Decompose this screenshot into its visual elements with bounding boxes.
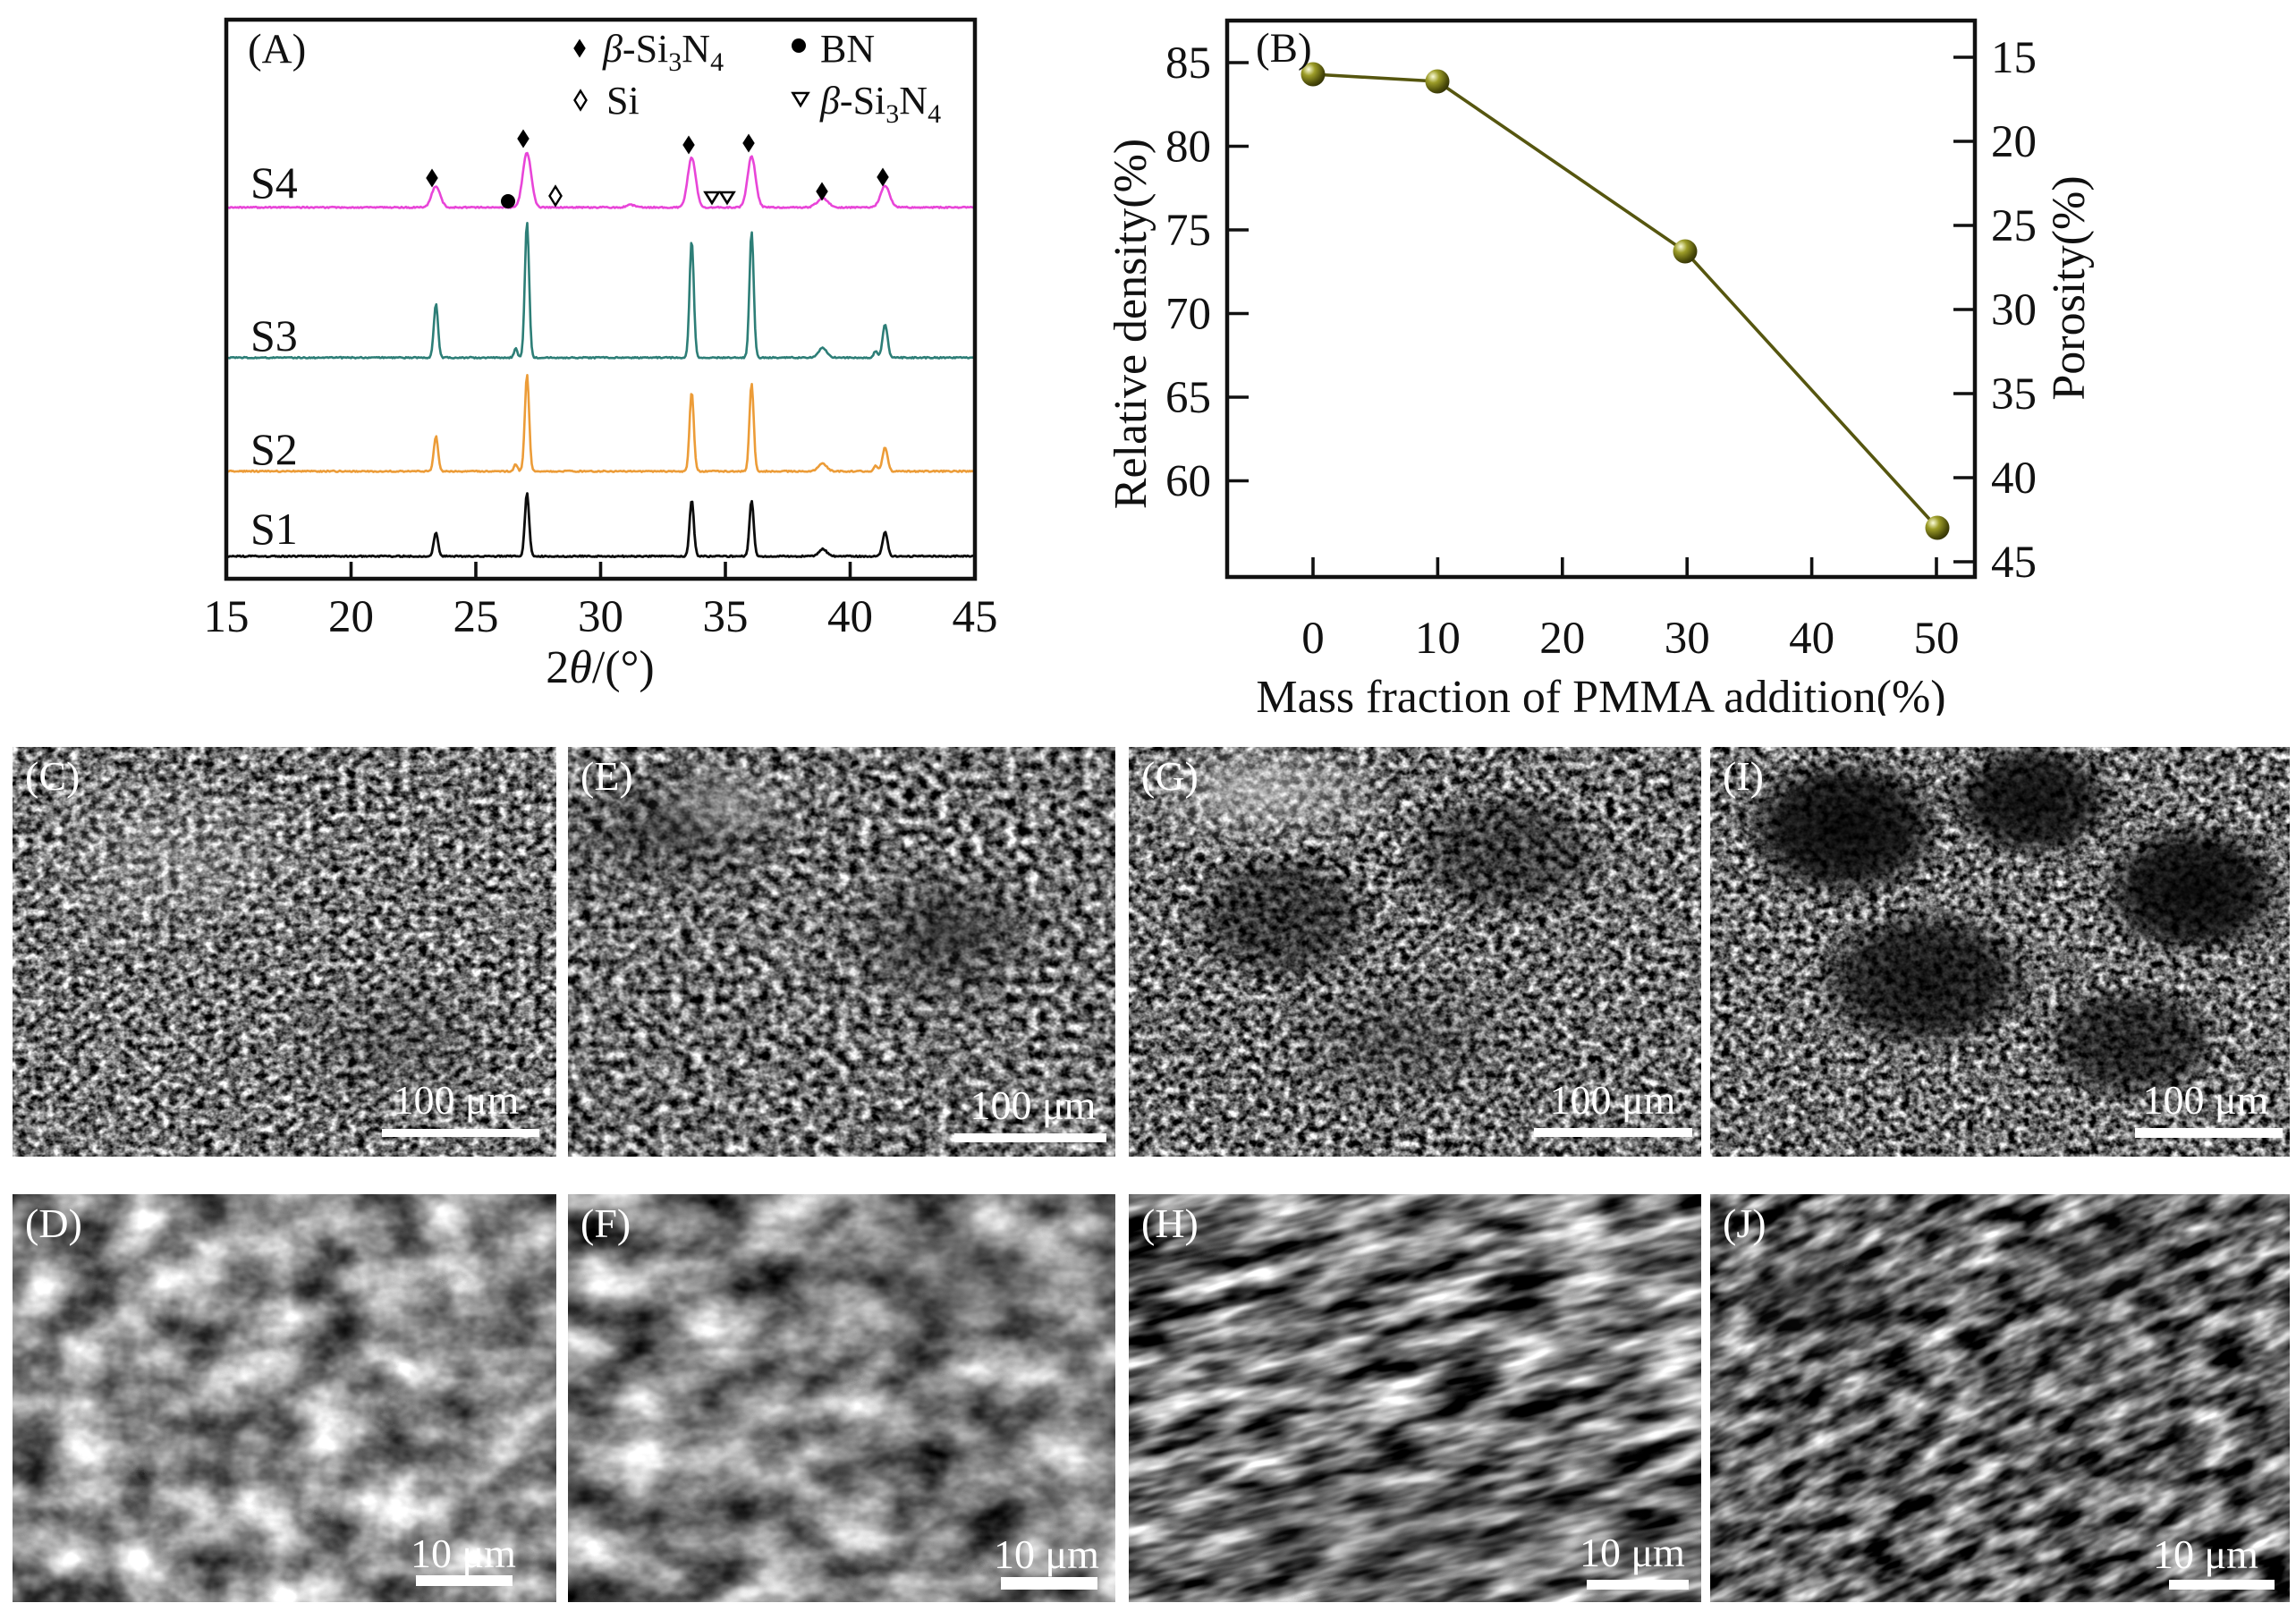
svg-text:100 μm: 100 μm (1550, 1077, 1676, 1123)
svg-text:(H): (H) (1141, 1200, 1199, 1246)
svg-text:40: 40 (1991, 454, 2037, 504)
svg-text:2θ/(°): 2θ/(°) (546, 642, 654, 693)
svg-text:0: 0 (1301, 614, 1325, 664)
svg-text:10 μm: 10 μm (1580, 1530, 1685, 1575)
svg-text:β-Si3N4: β-Si3N4 (602, 27, 724, 77)
svg-text:35: 35 (703, 592, 749, 642)
svg-text:(C): (C) (25, 753, 80, 799)
svg-text:35: 35 (1991, 369, 2037, 420)
svg-text:100 μm: 100 μm (2143, 1077, 2269, 1123)
svg-text:Porosity(%): Porosity(%) (2044, 175, 2095, 400)
svg-text:15: 15 (204, 592, 250, 642)
svg-text:65: 65 (1165, 373, 1211, 423)
svg-text:30: 30 (1991, 285, 2037, 335)
svg-text:85: 85 (1165, 38, 1211, 89)
svg-text:15: 15 (1991, 33, 2037, 83)
svg-text:10: 10 (1415, 614, 1461, 664)
svg-text:40: 40 (1789, 614, 1834, 664)
svg-text:Si: Si (606, 79, 640, 123)
svg-text:S2: S2 (250, 424, 298, 474)
svg-text:10 μm: 10 μm (994, 1531, 1099, 1577)
svg-text:BN: BN (820, 27, 875, 71)
svg-text:(J): (J) (1723, 1200, 1766, 1246)
svg-text:20: 20 (1539, 614, 1585, 664)
svg-text:25: 25 (453, 592, 499, 642)
svg-text:30: 30 (1665, 614, 1710, 664)
svg-text:(D): (D) (25, 1200, 82, 1246)
svg-text:10 μm: 10 μm (2153, 1531, 2258, 1577)
svg-text:50: 50 (1914, 614, 1960, 664)
svg-text:100 μm: 100 μm (394, 1077, 520, 1123)
svg-text:(F): (F) (580, 1200, 631, 1246)
svg-text:75: 75 (1165, 206, 1211, 256)
svg-text:S4: S4 (250, 157, 298, 208)
svg-text:45: 45 (953, 592, 998, 642)
svg-text:Mass fraction of PMMA addition: Mass fraction of PMMA addition(%) (1256, 672, 1945, 716)
svg-text:(G): (G) (1141, 753, 1199, 799)
svg-text:S3: S3 (250, 310, 298, 360)
svg-text:20: 20 (328, 592, 374, 642)
svg-text:60: 60 (1165, 457, 1211, 507)
svg-text:β-Si3N4: β-Si3N4 (819, 79, 941, 129)
svg-text:10 μm: 10 μm (411, 1531, 516, 1576)
svg-text:(I): (I) (1723, 753, 1764, 799)
svg-text:(E): (E) (580, 753, 633, 799)
svg-text:(B): (B) (1256, 25, 1312, 72)
svg-text:80: 80 (1165, 123, 1211, 173)
svg-text:Relative density(%): Relative density(%) (1106, 139, 1156, 509)
svg-text:40: 40 (827, 592, 873, 642)
svg-text:(A): (A) (248, 26, 306, 72)
svg-text:100 μm: 100 μm (970, 1082, 1097, 1128)
svg-text:30: 30 (578, 592, 623, 642)
svg-text:45: 45 (1991, 538, 2037, 588)
svg-text:S1: S1 (250, 504, 298, 554)
svg-text:25: 25 (1991, 201, 2037, 251)
svg-text:20: 20 (1991, 117, 2037, 167)
svg-text:70: 70 (1165, 290, 1211, 340)
